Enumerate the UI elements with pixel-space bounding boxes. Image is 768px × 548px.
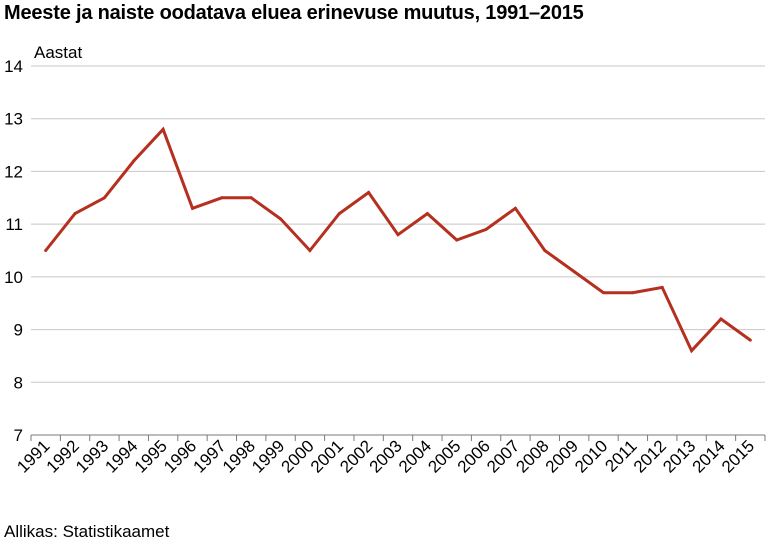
data-point [513,206,517,210]
data-point [161,127,165,131]
chart-title: Meeste ja naiste oodatava eluea erinevus… [4,2,584,24]
x-tick-label: 2008 [512,436,552,476]
data-point [602,291,606,295]
x-tick-label: 2009 [542,436,582,476]
data-point [308,249,312,252]
data-point [190,206,194,210]
y-tick-label: 14 [4,57,23,76]
x-tick-label: 2006 [454,436,494,476]
data-point [73,212,77,216]
x-tick-label: 2011 [601,436,640,475]
series-line [44,126,752,354]
data-point [132,159,136,163]
data-point [484,227,488,231]
x-tick-label: 2000 [278,436,318,476]
y-tick-label: 10 [4,268,23,287]
data-point [396,233,400,237]
data-point [690,349,694,353]
data-point [279,217,283,221]
data-point [660,285,664,289]
data-point [543,249,547,252]
y-tick-label: 8 [14,373,23,392]
x-tick-label: 1994 [101,436,141,476]
x-tick-label: 2007 [483,436,523,476]
y-tick-label: 11 [5,215,23,234]
x-tick-label: 1996 [160,436,200,476]
data-point [748,338,752,342]
data-point [220,196,224,200]
x-tick-label: 1995 [131,436,171,476]
data-point [425,212,429,216]
data-point [102,196,106,200]
y-axis-unit-label: Aastat [34,43,82,62]
x-axis [30,434,766,441]
y-tick-label: 13 [4,110,23,129]
x-tick-label: 2003 [366,436,406,476]
x-tick-label: 2012 [630,436,670,476]
x-tick-label: 2010 [571,436,611,476]
source-note: Allikas: Statistikaamet [4,522,170,541]
data-point [719,317,723,321]
data-point [367,191,371,195]
x-tick-label: 2013 [659,436,699,476]
x-tick-label: 2015 [718,436,758,476]
y-tick-label: 9 [14,321,23,340]
x-tick-label: 2002 [336,436,376,476]
y-tick-label: 7 [14,426,23,445]
x-tick-label: 1993 [72,436,112,476]
x-tick-label: 2014 [689,436,729,476]
data-point [337,212,341,216]
x-tick-label: 1999 [248,436,288,476]
data-point [455,238,459,242]
series-lines [44,126,752,354]
data-point [572,270,576,274]
y-axis-ticks: 7 8 9 10 11 12 13 14 [4,57,23,445]
x-tick-label: 1992 [43,436,83,476]
data-point [631,291,635,295]
gridlines [31,65,765,383]
x-tick-label: 2005 [424,436,464,476]
y-tick-label: 12 [4,162,23,181]
x-tick-label: 2001 [307,436,347,476]
x-tick-label: 1998 [219,436,259,476]
data-point [44,249,48,252]
x-axis-ticks: 1991199219931994199519961997199819992000… [13,436,758,476]
x-tick-label: 2004 [395,436,435,476]
data-point [249,196,253,200]
x-tick-label: 1997 [189,436,229,476]
